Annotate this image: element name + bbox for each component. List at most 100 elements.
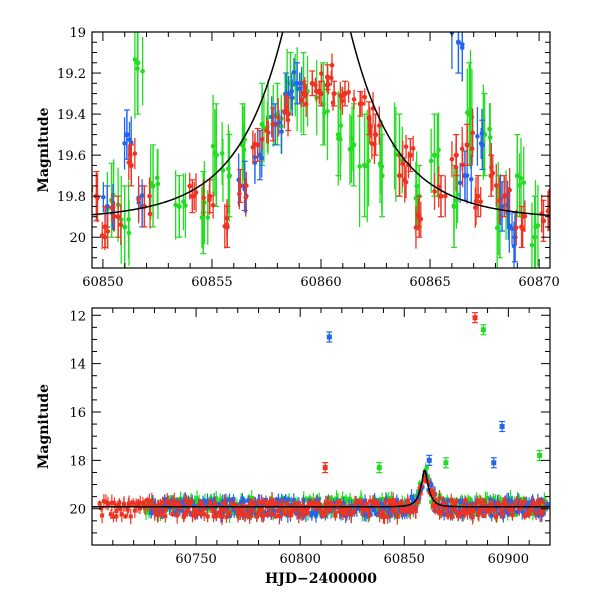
data-point — [362, 94, 368, 100]
data-point — [126, 503, 131, 508]
data-point — [260, 502, 265, 507]
data-point — [468, 497, 473, 502]
data-point — [375, 507, 380, 512]
data-point — [514, 498, 519, 503]
outlier-point — [537, 453, 543, 459]
y-tick-label: 12 — [69, 309, 86, 324]
data-point — [463, 510, 468, 515]
data-point — [243, 195, 249, 200]
data-point — [114, 514, 119, 519]
data-point — [124, 132, 130, 138]
data-point — [428, 158, 434, 164]
data-point — [514, 512, 519, 517]
data-point — [355, 500, 360, 505]
data-point — [290, 506, 295, 511]
outlier-point — [376, 465, 382, 471]
data-point — [122, 502, 127, 507]
data-point — [464, 110, 470, 115]
data-point — [372, 501, 377, 506]
data-point — [511, 243, 517, 249]
y-tick-label: 19 — [69, 26, 86, 41]
data-point — [314, 501, 319, 506]
data-point — [177, 501, 182, 506]
data-point — [193, 508, 198, 513]
data-point — [252, 141, 258, 147]
data-point — [250, 509, 255, 514]
data-point — [126, 217, 131, 222]
data-point — [402, 500, 407, 505]
outlier-point — [426, 457, 432, 463]
data-point — [97, 501, 102, 506]
data-point — [372, 508, 377, 513]
data-point — [282, 109, 287, 114]
data-point — [338, 123, 344, 128]
data-point — [473, 198, 479, 204]
data-point — [105, 229, 111, 234]
data-point — [346, 89, 351, 95]
data-point — [529, 242, 535, 248]
data-point — [205, 498, 210, 503]
data-point — [147, 499, 152, 504]
data-point — [279, 498, 284, 503]
data-point — [109, 205, 115, 211]
data-point — [545, 502, 550, 507]
data-point — [429, 500, 434, 505]
data-point — [335, 136, 341, 141]
data-point — [183, 203, 188, 208]
data-point — [416, 497, 421, 502]
data-point — [400, 512, 405, 517]
data-point — [527, 512, 532, 517]
data-point — [263, 499, 268, 504]
data-point — [214, 514, 219, 519]
data-point — [222, 500, 227, 505]
data-point — [396, 501, 401, 506]
data-point — [307, 502, 312, 507]
data-point — [351, 97, 357, 102]
data-point — [523, 497, 528, 502]
data-point — [167, 505, 172, 510]
data-point — [207, 197, 212, 203]
data-point — [125, 507, 130, 512]
data-point — [195, 496, 200, 501]
data-point — [240, 512, 245, 517]
data-point — [303, 92, 309, 97]
data-point — [174, 502, 179, 507]
data-point — [463, 498, 468, 503]
data-point — [267, 501, 272, 506]
data-point — [467, 510, 472, 515]
data-point — [329, 62, 335, 68]
data-point — [140, 68, 145, 74]
data-point — [413, 509, 418, 514]
data-point — [100, 513, 105, 518]
data-point — [505, 506, 510, 511]
data-point — [411, 506, 416, 511]
data-point — [458, 499, 463, 504]
data-point — [199, 215, 205, 220]
data-point — [521, 505, 526, 510]
data-point — [322, 505, 327, 510]
data-point — [108, 512, 113, 517]
data-point — [522, 499, 527, 504]
data-point — [92, 186, 94, 191]
data-point — [303, 509, 308, 514]
data-point — [286, 91, 291, 97]
outlier-point — [480, 327, 486, 333]
data-point — [446, 505, 451, 510]
data-point — [258, 507, 263, 512]
data-point — [154, 175, 160, 181]
data-point — [524, 512, 529, 517]
data-point — [321, 513, 326, 518]
data-point — [422, 477, 427, 482]
data-point — [304, 497, 309, 502]
data-point — [539, 497, 544, 502]
data-point — [313, 509, 318, 514]
data-point — [276, 498, 281, 503]
data-point — [510, 508, 515, 513]
data-point — [300, 512, 305, 517]
data-point — [214, 496, 219, 501]
data-point — [476, 512, 481, 517]
data-point — [322, 110, 327, 115]
data-point — [506, 511, 511, 516]
data-point — [359, 499, 364, 504]
data-point — [445, 498, 450, 503]
